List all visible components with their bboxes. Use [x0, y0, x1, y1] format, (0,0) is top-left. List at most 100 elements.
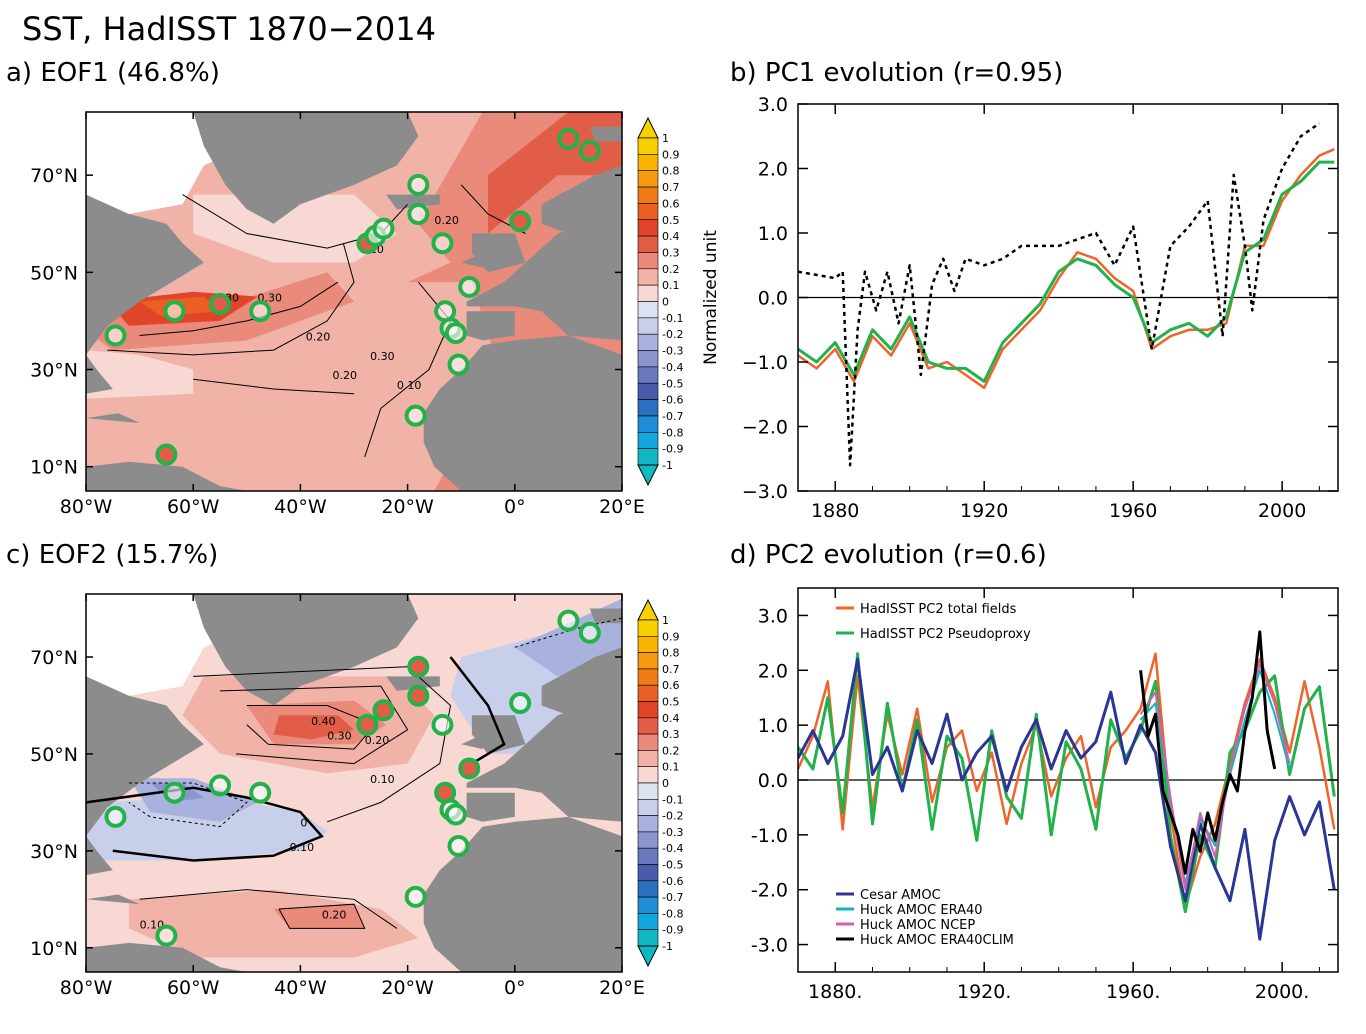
station-marker [209, 292, 231, 315]
y-tick-label: -2.0 [751, 880, 788, 902]
colorbar-label: -0.1 [662, 312, 683, 325]
y-tick-label: 30°N [30, 360, 78, 382]
x-tick-label: 1920 [960, 500, 1008, 522]
contour-line [139, 889, 398, 929]
station-marker [249, 300, 272, 323]
station-marker [372, 217, 395, 240]
map-panel-a: 0.100.200.300.200.300.200.100.3080°W60°W… [30, 111, 683, 518]
legend-label: HadISST PC2 Pseudoproxy [860, 627, 1031, 642]
colorbar-segment [637, 448, 659, 466]
colorbar-label: -0.8 [662, 426, 683, 439]
legend-label: HadISST PC2 total fields [860, 602, 1017, 617]
colorbar-segment [637, 219, 659, 237]
land-greenland [193, 594, 419, 706]
station-marker [407, 203, 430, 226]
y-tick-label: −3.0 [742, 481, 788, 503]
field-0.1-caribbean [86, 350, 194, 399]
station-marker [404, 885, 427, 908]
series-line-cesar [798, 657, 1336, 941]
colorbar-label: -0.1 [662, 793, 683, 806]
colorbar-label: 0.4 [662, 230, 680, 243]
contour-line [246, 705, 377, 750]
colorbar-label: -0.7 [662, 410, 683, 423]
series-line-huck_clim [1139, 630, 1277, 875]
colorbar-segment [637, 382, 659, 400]
colorbar-segment [637, 717, 659, 735]
y-tick-label: 70°N [30, 647, 78, 669]
station-marker [163, 781, 186, 804]
colorbar-segment [637, 317, 659, 335]
colorbar-label: -0.3 [662, 345, 683, 358]
colorbar-label: 0.8 [662, 165, 680, 178]
contour-label: 0.20 [322, 909, 347, 922]
colorbar-label: 1 [662, 132, 669, 145]
colorbar-label: 0 [662, 777, 669, 790]
land-ireland [461, 734, 483, 750]
y-tick-label: −2.0 [742, 417, 788, 439]
land-iberia [466, 311, 515, 341]
colorbar-c: 1 0.9 0.8 0.7 0.6 0.5 0.4 0.3 0.2 0.1 0 -0.1 -0.2 -0.… [637, 598, 683, 968]
colorbar-label: 0.1 [662, 761, 680, 774]
colorbar-label: 0.4 [662, 712, 680, 725]
colorbar-segment [637, 766, 659, 784]
land-north-america [86, 594, 204, 837]
colorbar-segment [637, 252, 659, 270]
y-tick-label: 0.0 [758, 288, 788, 310]
y-tick-label: -1.0 [751, 825, 788, 847]
colorbar-segment [637, 366, 659, 384]
contour-label: 0.30 [327, 729, 352, 742]
series-line-hadisst_total [798, 148, 1335, 390]
land-south-america [86, 942, 247, 972]
land-north-america [86, 112, 204, 355]
colorbar-label: -0.7 [662, 891, 683, 904]
colorbar-label: 1 [662, 614, 669, 627]
colorbar-label: -1 [662, 940, 673, 953]
colorbar-arrow-top [637, 598, 659, 621]
y-tick-label: 3.0 [758, 605, 788, 627]
colorbar-segment [637, 415, 659, 433]
colorbar-segment [637, 880, 659, 898]
field-neg-0.1 [86, 797, 328, 861]
land-svalbard [589, 126, 622, 142]
map-frame [85, 111, 623, 492]
land-south-america [86, 461, 247, 491]
contour-line [219, 685, 409, 765]
colorbar-segment [637, 137, 659, 155]
x-tick-label: 0° [504, 977, 526, 999]
y-axis-label: Normalized unit [701, 230, 721, 365]
station-marker [407, 684, 430, 707]
colorbar-label: 0.7 [662, 663, 680, 676]
land-greenland [193, 112, 419, 224]
x-tick-label: 1920. [957, 981, 1011, 1003]
map-frame [85, 593, 623, 973]
panel-b-title: b) PC1 evolution (r=0.95) [730, 58, 1064, 88]
colorbar-label: -0.2 [662, 810, 683, 823]
land-iceland [386, 676, 440, 691]
legend-label: Huck AMOC NCEP [860, 918, 975, 933]
station-marker [104, 805, 127, 828]
x-tick-label: 20°E [599, 977, 645, 999]
colorbar-arrow-bottom [637, 945, 659, 968]
colorbar-segment [637, 186, 659, 204]
colorbar-label: 0.3 [662, 246, 680, 259]
colorbar-label: -1 [662, 459, 673, 472]
colorbar-segment [637, 831, 659, 849]
land-europe [466, 695, 622, 822]
contour-label: 0 [300, 817, 307, 830]
station-marker [407, 173, 430, 196]
station-marker [249, 781, 272, 804]
colorbar-segment [637, 284, 659, 302]
colorbar-label: 0.2 [662, 744, 680, 757]
field-0.3-tropics [273, 904, 365, 929]
colorbar-segment [637, 668, 659, 686]
colorbar-label: 0.2 [662, 263, 680, 276]
colorbar-label: -0.4 [662, 361, 683, 374]
land-iceland [386, 194, 440, 210]
colorbar-segment [637, 431, 659, 449]
land-florida [86, 836, 113, 876]
x-tick-label: 1960. [1106, 981, 1160, 1003]
colorbar-segment [637, 170, 659, 188]
colorbar-segment [637, 333, 659, 351]
